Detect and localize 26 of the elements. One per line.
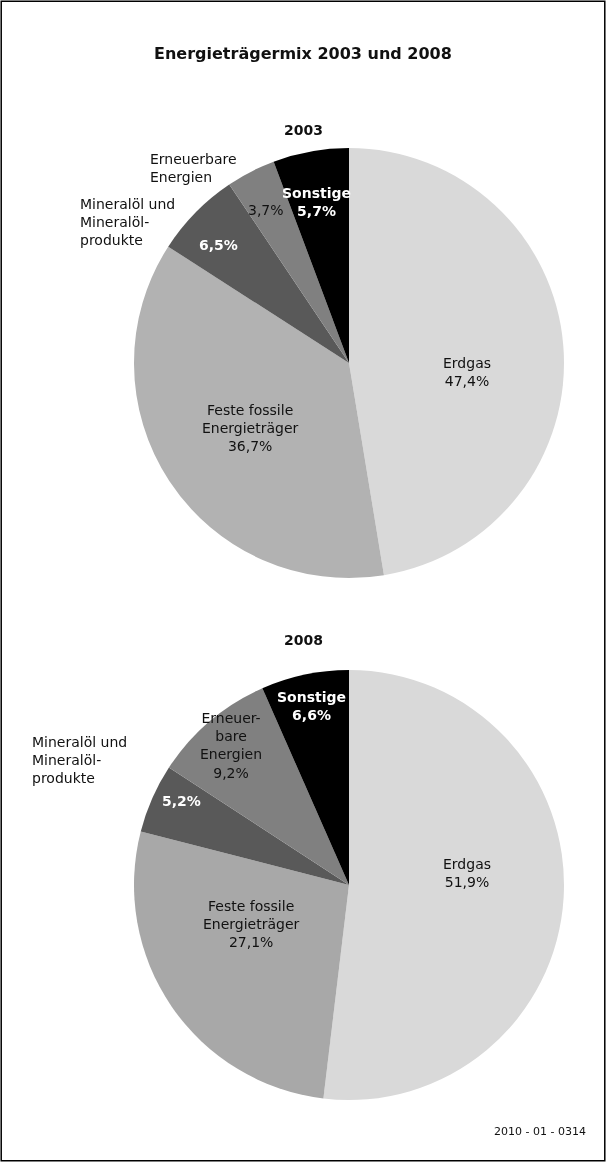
pie-slice <box>134 831 349 1099</box>
data-label: 36,7% <box>227 438 273 455</box>
pie-slice <box>140 767 349 885</box>
pie-slice <box>349 148 564 576</box>
pie-slice <box>262 670 349 885</box>
data-label: 5,2% <box>162 793 201 809</box>
slice-label: Sonstige <box>277 689 347 705</box>
data-label: 47,4% <box>444 373 490 390</box>
data-label: 51,9% <box>444 874 490 891</box>
chart-title: 2008 <box>284 632 323 648</box>
data-label: 6,5% <box>199 237 238 253</box>
slice-label: Feste fossile Energieträger <box>202 402 299 437</box>
data-label: 9,2% <box>213 764 249 781</box>
slice-label: Erneuerbare Energien <box>150 151 237 186</box>
slice-label: Feste fossile Energieträger <box>203 898 300 933</box>
slice-label: Mineralöl und Mineralöl- produkte <box>80 196 176 249</box>
chart-subtitle: 2003 <box>284 122 323 138</box>
text: 2010 - 01 - 0314 <box>494 1125 586 1138</box>
slice-label: Mineralöl und Mineralöl- produkte <box>32 734 128 787</box>
data-label: 5,7% <box>297 203 336 220</box>
data-label: 27,1% <box>228 934 274 951</box>
data-label: 6,6% <box>292 707 331 724</box>
data-label: 3,7% <box>248 202 284 218</box>
chart-title: Energieträgermix 2003 und 2008 <box>154 44 452 63</box>
slice-label: Erdgas <box>443 856 492 872</box>
slice-label: Erdgas <box>443 355 492 371</box>
